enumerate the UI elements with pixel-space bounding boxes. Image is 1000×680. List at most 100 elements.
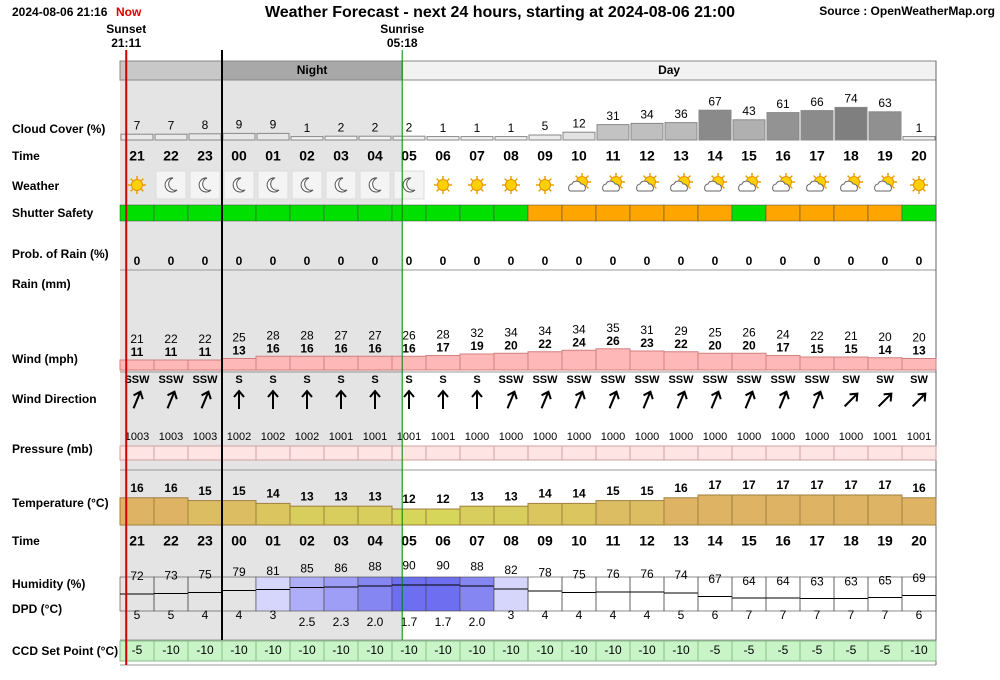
- evening-band: [119, 60, 223, 81]
- ccd-value: -10: [264, 643, 282, 657]
- sun-ray: [575, 175, 579, 179]
- hour: 04: [367, 148, 383, 164]
- sun-ray: [687, 185, 691, 189]
- ccd-value: -10: [910, 643, 928, 657]
- icon-box: [155, 170, 187, 200]
- shutter-cell: [867, 204, 903, 222]
- humidity-value: 69: [912, 571, 926, 585]
- hour: 17: [809, 533, 825, 549]
- shutter-cell: [833, 204, 869, 222]
- temp-value: 13: [334, 489, 348, 503]
- hour: 08: [503, 533, 519, 549]
- dpd-value: 2.3: [333, 615, 350, 629]
- shutter-cell: [595, 204, 631, 222]
- dpd-cell: [459, 576, 495, 612]
- wind-dir: SSW: [532, 374, 558, 386]
- rain-prob: 0: [746, 254, 753, 268]
- wind-arrow: [233, 389, 245, 409]
- weather-icon: [325, 170, 357, 200]
- row-label: Wind Direction: [12, 392, 97, 406]
- sun-ray: [881, 175, 885, 179]
- sun: [131, 179, 143, 191]
- hour: 19: [877, 148, 893, 164]
- temp-bar: [799, 494, 835, 526]
- cloud-value: 7: [168, 118, 175, 132]
- hour: 10: [571, 533, 587, 549]
- moon: [198, 177, 212, 193]
- arrow: [200, 390, 212, 409]
- wind-bar: [153, 359, 189, 371]
- weather-icon: [738, 173, 761, 192]
- wind-bar: [901, 358, 937, 371]
- sun-ray: [891, 185, 895, 189]
- wind-arrow: [335, 389, 347, 409]
- temp-bar: [153, 497, 189, 526]
- cloud-bar: [460, 136, 494, 141]
- arrow: [574, 390, 586, 409]
- wind-gust: 28: [300, 328, 314, 342]
- wind-speed: 22: [674, 337, 688, 351]
- pressure: 1001: [329, 431, 353, 443]
- cloud: [772, 180, 790, 192]
- wind-gust: 27: [334, 328, 348, 342]
- wind-dir: SW: [876, 374, 894, 386]
- humidity-value: 78: [538, 566, 552, 580]
- cloud-bar: [494, 136, 528, 141]
- shutter-cell: [289, 204, 325, 222]
- dpd-value: 5: [134, 608, 141, 622]
- wind-arrow: [437, 389, 449, 409]
- dpd-value: 2.5: [299, 615, 316, 629]
- temp-bar: [187, 500, 223, 526]
- dpd-value: 7: [814, 608, 821, 622]
- row-label: CCD Set Point (°C): [12, 644, 118, 658]
- icon-box: [223, 170, 255, 200]
- wind-arrow: [676, 390, 688, 409]
- temp-value: 15: [640, 484, 654, 498]
- wind-arrow: [200, 390, 212, 409]
- wind-gust: 31: [640, 323, 654, 337]
- cloud-bar: [392, 135, 426, 141]
- wind-speed: 15: [810, 342, 824, 356]
- hour: 11: [606, 148, 621, 164]
- temp-bar: [731, 494, 767, 526]
- rain-prob: 0: [882, 254, 889, 268]
- hour: 17: [809, 148, 825, 164]
- moon: [300, 177, 314, 193]
- row-label: Shutter Safety: [12, 206, 94, 220]
- cloud-bar: [528, 134, 562, 141]
- shutter-cell: [629, 204, 665, 222]
- wind-speed: 19: [470, 339, 484, 353]
- pressure: 1000: [839, 431, 863, 443]
- wind-arrow: [301, 389, 313, 409]
- hour: 02: [299, 533, 315, 549]
- sun-ray: [857, 185, 861, 189]
- hour: 22: [163, 533, 179, 549]
- dpd-cell: [323, 576, 359, 612]
- hour: 03: [333, 533, 349, 549]
- hour: 23: [197, 533, 213, 549]
- hour: 15: [741, 533, 757, 549]
- cloud-bar: [324, 135, 358, 141]
- hour: 11: [606, 533, 621, 549]
- hour: 19: [877, 533, 893, 549]
- shutter-cell: [187, 204, 223, 222]
- temp-value: 17: [878, 478, 892, 492]
- cloud-value: 67: [708, 94, 722, 108]
- ccd-value: -10: [638, 643, 656, 657]
- cloud: [806, 180, 824, 192]
- wind-dir: SSW: [124, 374, 150, 386]
- rain-prob: 0: [576, 254, 583, 268]
- sun-ray: [823, 185, 827, 189]
- now: Now: [116, 5, 142, 19]
- dpd-value: 2.0: [469, 615, 486, 629]
- row-label: Prob. of Rain (%): [12, 247, 109, 261]
- pressure: 1000: [533, 431, 557, 443]
- wind-arrow: [877, 392, 893, 408]
- cloud-value: 1: [304, 121, 311, 135]
- wind-speed: 16: [300, 341, 314, 355]
- hour: 20: [911, 533, 927, 549]
- ccd-value: -10: [672, 643, 690, 657]
- rain-prob: 0: [916, 254, 923, 268]
- weather-icon: [670, 173, 693, 192]
- dpd-cell: [663, 576, 699, 612]
